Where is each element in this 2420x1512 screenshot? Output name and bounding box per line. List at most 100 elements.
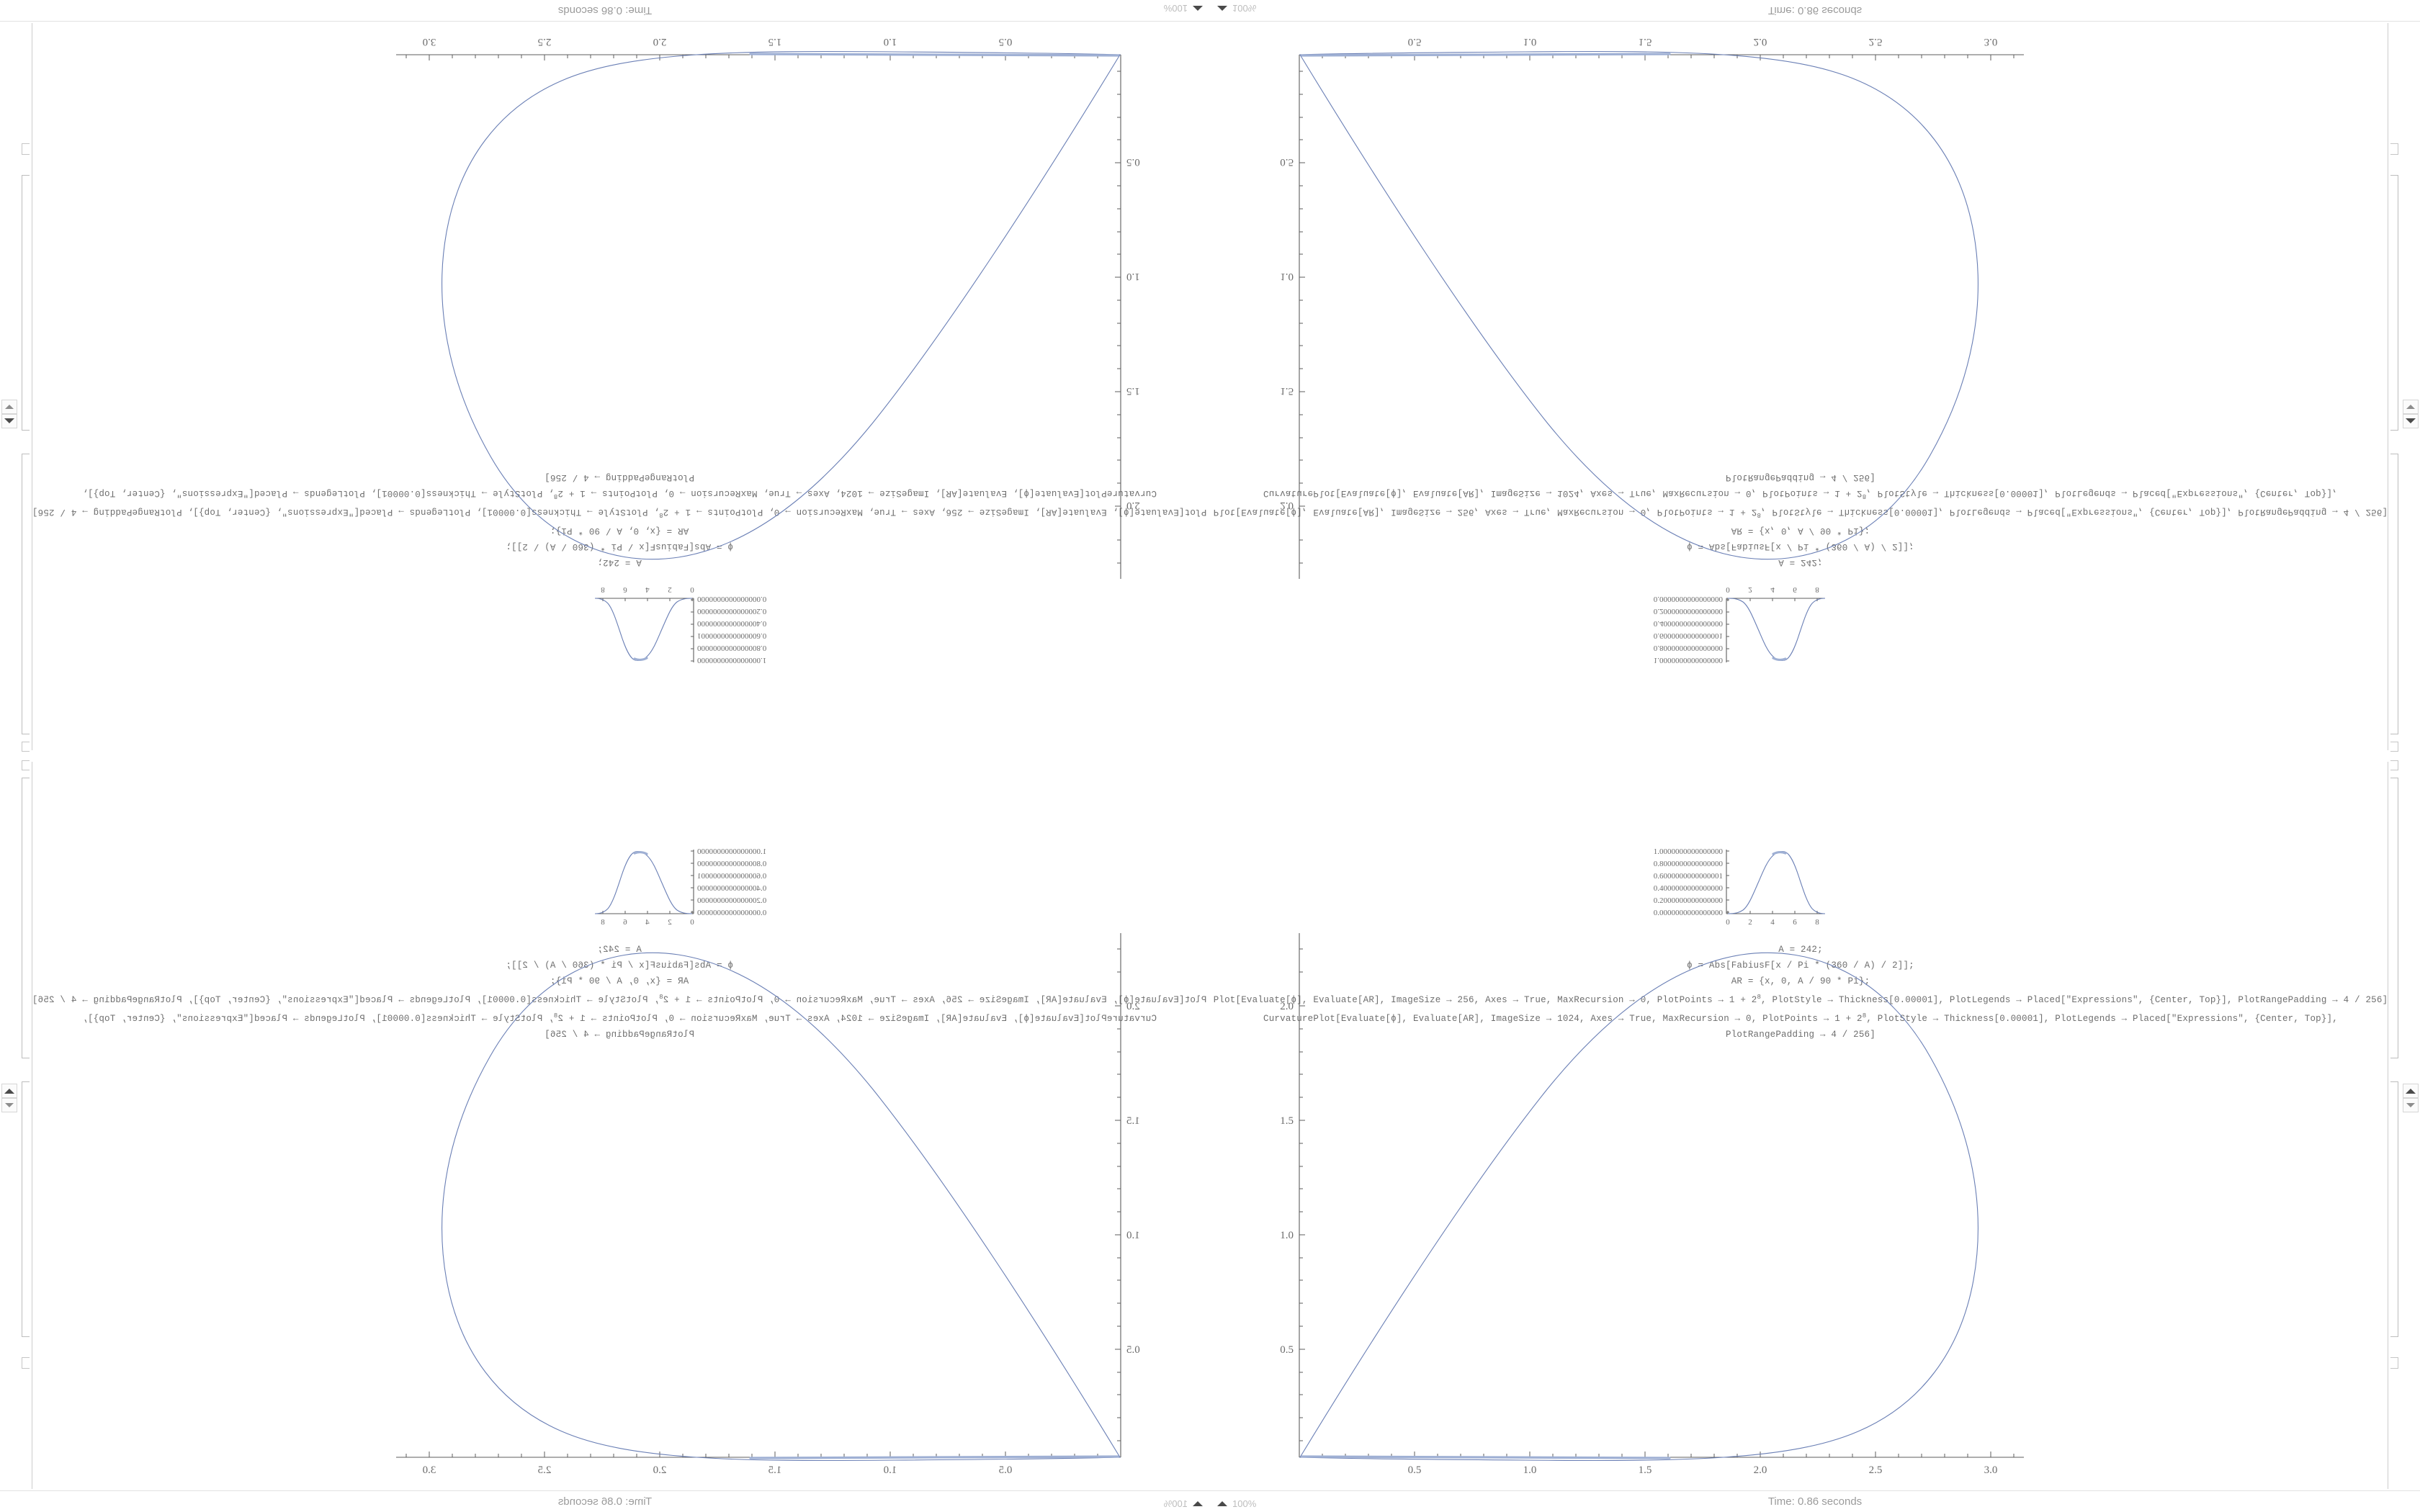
scroll-buttons[interactable] bbox=[2403, 1084, 2419, 1112]
cell-bracket-output-plot[interactable] bbox=[2390, 454, 2398, 734]
triangle-up-icon[interactable] bbox=[1193, 1501, 1203, 1506]
cell-bracket-trailing[interactable] bbox=[22, 1357, 30, 1369]
fabius-inline-plot[interactable]: 1.0000000000000000 0.8000000000000000 0.… bbox=[593, 842, 802, 930]
scrollbar-track[interactable] bbox=[2, 762, 12, 1489]
scroll-up-button[interactable] bbox=[2403, 1084, 2419, 1098]
scroll-buttons[interactable] bbox=[2403, 400, 2419, 428]
ytick-label: 0.8000000000000000 bbox=[697, 860, 767, 868]
cell-bracket-input[interactable] bbox=[22, 175, 30, 431]
xtick-label: 0 bbox=[1726, 585, 1730, 594]
scrollbar-track[interactable] bbox=[2, 23, 12, 750]
y-ticks bbox=[1115, 162, 1121, 507]
fabius-inline-plot[interactable]: 1.0000000000000000 0.8000000000000000 0.… bbox=[593, 582, 802, 670]
y-ticks bbox=[1299, 162, 1305, 507]
scroll-buttons[interactable] bbox=[1, 1084, 17, 1112]
zoom-control[interactable]: 100% bbox=[1164, 1498, 1203, 1509]
y-minor-ticks bbox=[1117, 948, 1121, 1441]
ytick-label: 0.4000000000000000 bbox=[697, 884, 767, 893]
teardrop-baseline-emphasis bbox=[1301, 1455, 1671, 1459]
scroll-down-button[interactable] bbox=[1, 400, 17, 414]
scroll-down-button[interactable] bbox=[2403, 400, 2419, 414]
cell-bracket-output-small[interactable] bbox=[2390, 760, 2398, 770]
status-time-left: Time: 0.86 seconds bbox=[1767, 4, 1863, 17]
ytick-label: 0.6000000000000001 bbox=[697, 872, 766, 881]
scroll-up-button[interactable] bbox=[1, 414, 17, 428]
cell-bracket-trailing[interactable] bbox=[2390, 143, 2398, 155]
code-line-5[interactable]: CurvaturePlot[Evaluate[ϕ], Evaluate[AR],… bbox=[1210, 1008, 2391, 1027]
xtick-label: 0 bbox=[690, 918, 694, 927]
curvature-teardrop-plot[interactable]: 2.0 1.5 1.0 0.5 bbox=[390, 920, 1183, 1482]
curvature-teardrop-plot[interactable]: 2.0 1.5 1.0 0.5 bbox=[390, 30, 1183, 592]
notebook-scroll-column[interactable] bbox=[0, 762, 32, 1489]
cell-bracket-output-small[interactable] bbox=[22, 760, 30, 770]
ytick-label: 0.5 bbox=[1126, 1344, 1140, 1356]
xtick-label: 3.0 bbox=[423, 1464, 436, 1476]
input-code-cell[interactable]: A = 242; ϕ = Abs[FabiusF[x / Pi * (360 /… bbox=[1210, 756, 2391, 1043]
triangle-down-icon bbox=[5, 1103, 14, 1107]
ytick-label: 1.0000000000000000 bbox=[1654, 847, 1724, 856]
scroll-up-button[interactable] bbox=[1, 1084, 17, 1098]
code-line-4-exponent: 8 bbox=[1757, 994, 1762, 1001]
zoom-level-label: 100% bbox=[1163, 1498, 1188, 1509]
y-minor-ticks bbox=[1117, 71, 1121, 564]
curvature-teardrop-plot[interactable]: 2.0 1.5 1.0 0.5 bbox=[1237, 30, 2030, 592]
xtick-label: 1.0 bbox=[884, 1464, 897, 1476]
y-minor-ticks bbox=[1299, 948, 1303, 1441]
zoom-control[interactable]: 100% bbox=[1217, 1498, 1256, 1509]
status-time-left: Time: 0.86 seconds bbox=[557, 1495, 653, 1508]
notebook-content: 1.0000000000000000 0.8000000000000000 0.… bbox=[29, 20, 1210, 756]
notebook-scroll-column[interactable] bbox=[2388, 762, 2420, 1489]
zoom-control[interactable]: 100% bbox=[1217, 3, 1256, 14]
triangle-down-icon bbox=[2406, 1103, 2415, 1107]
zoom-control[interactable]: 100% bbox=[1164, 3, 1203, 14]
scrollbar-track[interactable] bbox=[2408, 23, 2418, 750]
ytick-label: 0.0000000000000000 bbox=[1654, 595, 1724, 603]
scroll-down-button[interactable] bbox=[1, 1098, 17, 1112]
code-line-2[interactable]: ϕ = Abs[FabiusF[x / Pi * (360 / A) / 2]]… bbox=[1687, 960, 1914, 971]
status-time-left: Time: 0.86 seconds bbox=[557, 4, 653, 17]
fabius-inline-plot[interactable]: 1.0000000000000000 0.8000000000000000 0.… bbox=[1618, 582, 1827, 670]
cell-bracket-trailing[interactable] bbox=[2390, 1357, 2398, 1369]
fabius-curve-plateau bbox=[633, 851, 648, 855]
cell-bracket-input[interactable] bbox=[2390, 1081, 2398, 1337]
cell-bracket-input[interactable] bbox=[22, 1081, 30, 1337]
xtick-label: 2 bbox=[1748, 585, 1752, 594]
code-line-3[interactable]: AR = {x, 0, A / 90 * Pi}; bbox=[1731, 976, 1870, 986]
xtick-label: 3.0 bbox=[1984, 36, 1998, 48]
y-minor-ticks bbox=[1299, 71, 1303, 564]
cell-bracket-trailing[interactable] bbox=[22, 143, 30, 155]
code-line-6[interactable]: PlotRangePadding → 4 / 256] bbox=[1726, 1030, 1876, 1040]
xtick-label: 6 bbox=[623, 585, 627, 594]
xtick-label: 6 bbox=[1793, 918, 1797, 927]
cell-bracket-output-plot[interactable] bbox=[22, 778, 30, 1058]
xtick-label: 1.0 bbox=[1523, 36, 1537, 48]
xtick-label: 0.5 bbox=[999, 1464, 1013, 1476]
triangle-up-icon[interactable] bbox=[1193, 6, 1203, 11]
ytick-label: 1.0 bbox=[1126, 1230, 1140, 1241]
cell-bracket-output-small[interactable] bbox=[22, 742, 30, 752]
notebook-scroll-column[interactable] bbox=[2388, 23, 2420, 750]
teardrop-baseline-emphasis bbox=[1301, 53, 1671, 57]
status-bar: Time: 0.86 seconds bbox=[1210, 0, 2420, 22]
scrollbar-track[interactable] bbox=[2408, 762, 2418, 1489]
notebook-scroll-column[interactable] bbox=[0, 23, 32, 750]
fabius-curve-plateau bbox=[1772, 657, 1787, 661]
scroll-down-button[interactable] bbox=[2403, 1098, 2419, 1112]
cell-bracket-input[interactable] bbox=[2390, 175, 2398, 431]
cell-bracket-output-plot[interactable] bbox=[2390, 778, 2398, 1058]
scroll-up-button[interactable] bbox=[2403, 414, 2419, 428]
zoom-level-label: 100% bbox=[1232, 1498, 1257, 1509]
scroll-buttons[interactable] bbox=[1, 400, 17, 428]
triangle-up-icon[interactable] bbox=[1217, 1501, 1227, 1506]
cell-bracket-output-small[interactable] bbox=[2390, 742, 2398, 752]
code-line-4[interactable]: Plot[Evaluate[ϕ], Evaluate[AR], ImageSiz… bbox=[1210, 989, 2391, 1008]
triangle-up-icon[interactable] bbox=[1217, 6, 1227, 11]
x-ticks bbox=[602, 598, 693, 601]
xtick-label: 1.0 bbox=[884, 36, 897, 48]
ytick-label: 0.5 bbox=[1280, 156, 1294, 168]
curvature-teardrop-plot[interactable]: 2.0 1.5 1.0 0.5 bbox=[1237, 920, 2030, 1482]
code-line-1[interactable]: A = 242; bbox=[1778, 945, 1823, 955]
fabius-inline-plot[interactable]: 1.0000000000000000 0.8000000000000000 0.… bbox=[1618, 842, 1827, 930]
ytick-label: 0.4000000000000000 bbox=[697, 619, 767, 628]
cell-bracket-output-plot[interactable] bbox=[22, 454, 30, 734]
